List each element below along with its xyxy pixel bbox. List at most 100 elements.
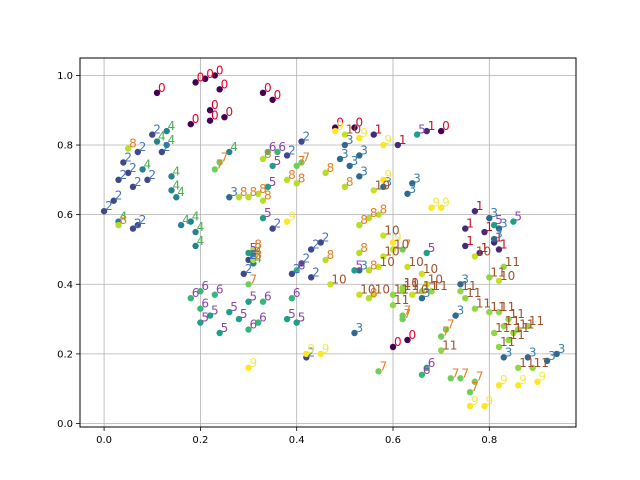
data-point-class-2 [144, 176, 151, 184]
data-point-class-9 [380, 176, 387, 184]
point-label-class-3: 3 [500, 217, 508, 231]
data-point-class-10 [380, 253, 387, 260]
point-label-class-9: 9 [250, 356, 258, 370]
x-axis-ticks: 0.0 0.2 0.4 0.6 0.8 [96, 427, 497, 446]
data-point-class-4 [173, 194, 180, 201]
point-label-class-11: 11 [442, 338, 457, 352]
point-label-class-7: 7 [303, 150, 311, 164]
point-label-class-0: 0 [206, 67, 214, 81]
point-label-class-11: 11 [519, 318, 534, 332]
data-point-class-11 [495, 308, 503, 316]
data-point-class-11 [505, 336, 512, 344]
point-label-class-10: 10 [394, 237, 409, 251]
point-label-class-2: 2 [312, 265, 320, 279]
data-point-class-8 [250, 246, 257, 253]
point-label-class-6: 6 [216, 283, 224, 297]
point-label-class-5: 5 [495, 213, 503, 227]
data-point-class-6 [187, 294, 194, 302]
data-point-class-8 [322, 256, 329, 264]
point-label-class-11: 11 [466, 286, 481, 300]
data-point-class-3 [351, 329, 358, 337]
data-point-class-6 [254, 319, 262, 326]
point-label-class-4: 4 [254, 251, 262, 265]
x-tick-label: 0.8 [481, 435, 497, 446]
point-label-class-4: 4 [254, 244, 262, 258]
data-point-class-8 [365, 294, 373, 302]
data-point-class-5 [245, 249, 252, 257]
data-point-class-4 [139, 166, 146, 173]
data-point-class-10 [375, 263, 382, 271]
data-point-class-11 [462, 294, 469, 302]
data-point-class-5 [510, 218, 517, 225]
data-point-class-8 [259, 155, 267, 163]
point-label-class-7: 7 [471, 380, 479, 394]
point-label-class-8: 8 [370, 258, 378, 272]
point-label-class-1: 1 [399, 133, 407, 147]
data-point-class-0 [187, 120, 194, 128]
data-point-class-0 [153, 89, 161, 97]
point-label-class-8: 8 [346, 175, 354, 189]
data-point-class-3 [409, 180, 416, 187]
data-point-class-7 [437, 333, 445, 340]
data-point-class-7 [442, 326, 450, 333]
data-point-class-11 [486, 274, 493, 281]
data-point-class-2 [134, 148, 141, 156]
point-label-class-0: 0 [442, 119, 450, 133]
data-point-class-5 [269, 162, 276, 170]
data-point-class-6 [197, 288, 204, 295]
data-point-class-3 [404, 190, 411, 197]
data-point-class-8 [254, 190, 262, 197]
data-point-class-11 [389, 291, 397, 298]
data-point-class-3 [500, 354, 507, 361]
point-label-class-5: 5 [355, 258, 363, 272]
point-label-class-11: 11 [500, 335, 515, 349]
point-label-class-2: 2 [120, 168, 128, 182]
point-label-class-2: 2 [115, 189, 123, 203]
y-axis-ticks: 0.0 0.2 0.4 0.6 0.8 1.0 [57, 71, 80, 430]
point-label-class-8: 8 [264, 147, 272, 161]
point-label-class-1: 1 [486, 220, 494, 234]
data-point-class-10 [356, 291, 363, 298]
data-point-class-5 [197, 319, 204, 326]
point-label-class-6: 6 [201, 297, 209, 311]
point-label-class-2: 2 [139, 140, 147, 154]
data-point-class-3 [486, 214, 493, 222]
point-label-class-11: 11 [500, 300, 515, 314]
data-point-class-4 [192, 228, 199, 236]
data-point-class-1 [495, 246, 503, 253]
point-label-class-8: 8 [327, 248, 335, 262]
data-point-class-11 [486, 308, 493, 316]
data-point-class-5 [206, 312, 214, 319]
data-point-class-11 [389, 301, 397, 309]
point-label-class-2: 2 [139, 213, 147, 227]
data-point-class-10 [409, 291, 416, 298]
data-point-class-2 [317, 239, 324, 246]
point-label-class-2: 2 [134, 217, 142, 231]
point-label-class-7: 7 [452, 366, 460, 380]
point-label-class-8: 8 [254, 248, 262, 262]
data-point-class-9 [515, 382, 522, 389]
point-label-class-4: 4 [197, 234, 205, 248]
point-label-class-9: 9 [384, 133, 392, 147]
point-label-class-11: 11 [394, 293, 409, 307]
point-label-class-4: 4 [230, 140, 238, 154]
point-label-class-5: 5 [240, 307, 248, 321]
point-label-class-2: 2 [307, 345, 315, 359]
data-point-class-8 [322, 169, 329, 177]
data-point-class-2 [100, 207, 108, 215]
point-label-class-11: 11 [534, 356, 549, 370]
point-label-class-9: 9 [307, 342, 315, 356]
point-label-class-3: 3 [548, 349, 556, 363]
point-label-class-0: 0 [197, 70, 205, 84]
point-label-class-5: 5 [221, 321, 229, 335]
plot-frame [79, 57, 577, 428]
data-point-class-3 [490, 235, 498, 243]
data-point-class-0 [404, 336, 411, 344]
data-point-class-8 [245, 194, 252, 201]
data-point-class-3 [457, 281, 464, 288]
data-point-class-9 [356, 134, 363, 142]
point-label-class-2: 2 [148, 168, 156, 182]
data-point-class-8 [293, 180, 300, 187]
point-label-class-8: 8 [360, 241, 368, 255]
data-point-class-1 [476, 249, 483, 257]
